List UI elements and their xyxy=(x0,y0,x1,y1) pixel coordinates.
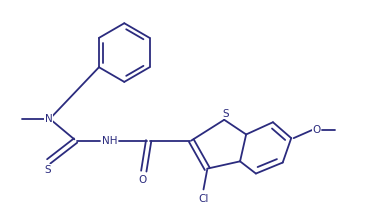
Text: S: S xyxy=(44,165,51,175)
Text: Cl: Cl xyxy=(198,194,209,204)
Text: NH: NH xyxy=(102,136,117,146)
Text: S: S xyxy=(222,109,229,119)
Text: N: N xyxy=(45,114,53,124)
Text: O: O xyxy=(313,125,321,135)
Text: O: O xyxy=(138,175,147,185)
